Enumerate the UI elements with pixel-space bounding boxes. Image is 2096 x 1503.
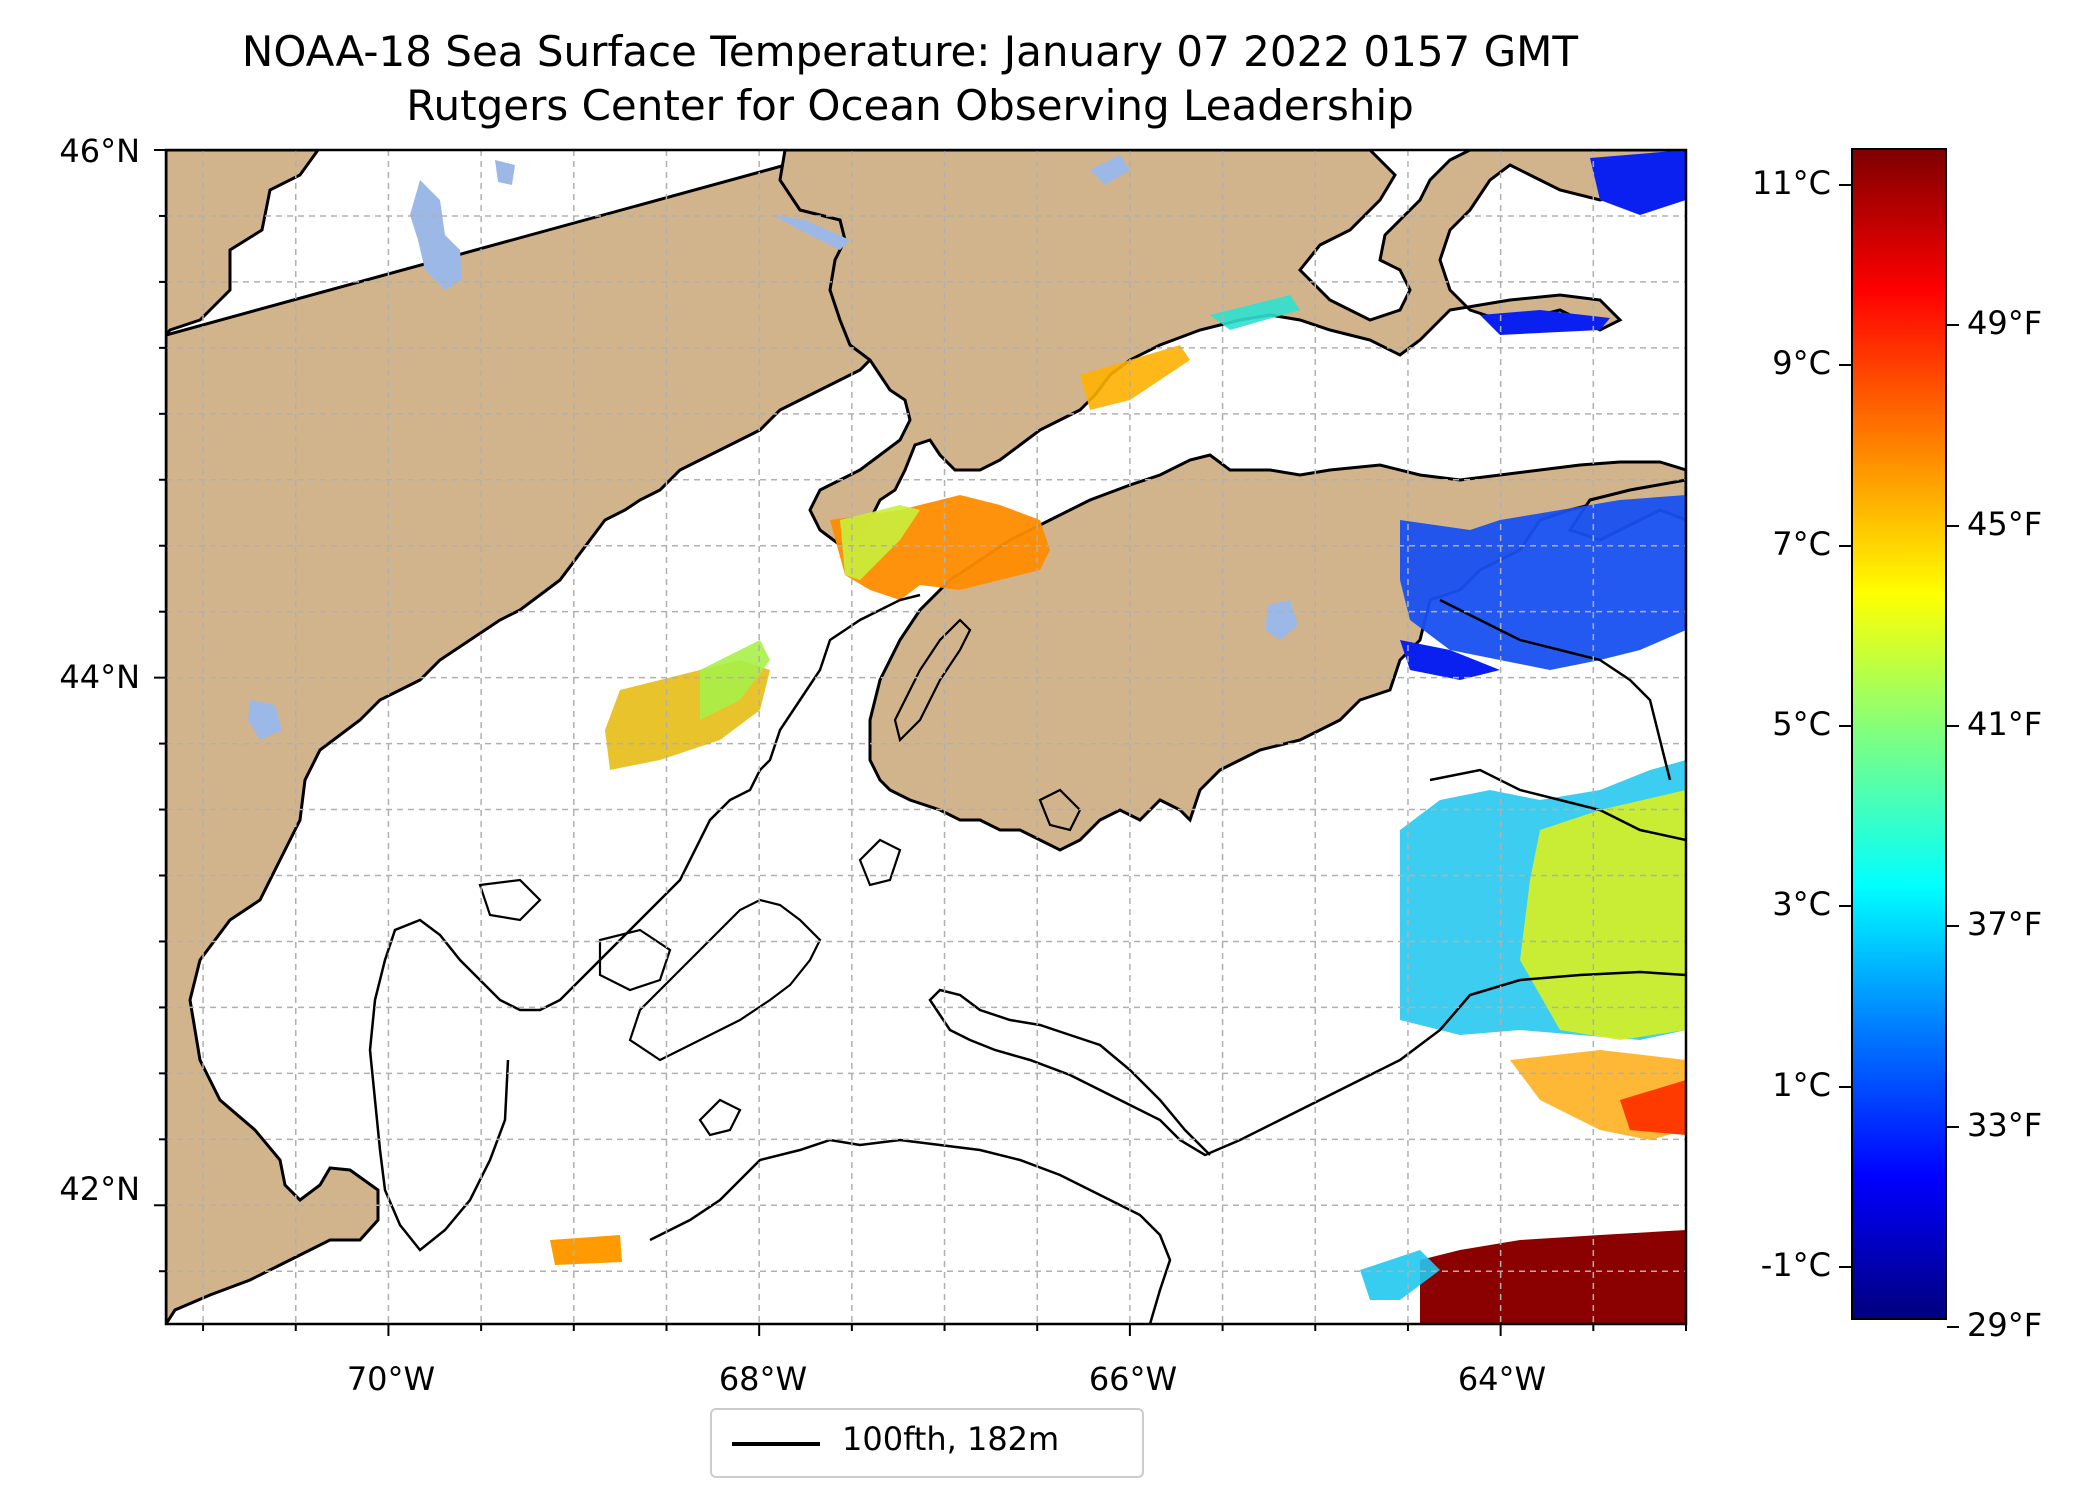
colorbar-tick-celsius xyxy=(1839,905,1851,908)
colorbar-label-fahrenheit: 37°F xyxy=(1967,905,2043,944)
sst-patch-gulf-maine-green xyxy=(700,640,770,720)
isobath-100fth-main xyxy=(649,1138,1172,1324)
isobath-100fth xyxy=(368,593,921,1252)
colorbar-label-fahrenheit: 41°F xyxy=(1967,704,2043,743)
legend-label: 100fth, 182m xyxy=(842,1420,1060,1458)
lake xyxy=(772,215,850,250)
sst-patch-shelf-red xyxy=(1620,1080,1686,1135)
sst-patch-pei xyxy=(1480,310,1610,335)
colorbar-label-fahrenheit: 49°F xyxy=(1967,304,2043,343)
lake xyxy=(1265,600,1298,640)
legend-line-swatch xyxy=(732,1442,820,1446)
colorbar-tick-celsius xyxy=(1839,184,1851,187)
sst-patch-minas xyxy=(1210,295,1300,330)
land-new-brunswick xyxy=(778,150,1686,547)
sst-patch-small xyxy=(550,1235,622,1265)
colorbar xyxy=(1851,148,1947,1320)
isobath-100fth-north xyxy=(1439,598,1672,781)
lake xyxy=(1090,155,1130,185)
lake xyxy=(248,700,282,740)
colorbar-tick-celsius xyxy=(1839,1085,1851,1088)
isobath-100fth-shelf xyxy=(928,970,1686,1157)
lon-label-68: 68°W xyxy=(718,1360,808,1398)
lat-label-42: 42°N xyxy=(59,1170,140,1208)
colorbar-tick-fahrenheit xyxy=(1947,925,1959,928)
map-title: NOAA-18 Sea Surface Temperature: January… xyxy=(241,27,1579,76)
colorbar-tick-celsius xyxy=(1839,724,1851,727)
colorbar-label-fahrenheit: 33°F xyxy=(1967,1105,2043,1144)
colorbar-tick-fahrenheit xyxy=(1947,1326,1959,1328)
map-subtitle: Rutgers Center for Ocean Observing Leade… xyxy=(406,81,1414,130)
sst-patch-upper-fundy xyxy=(1080,345,1190,410)
colorbar-label-celsius: -1°C xyxy=(1760,1245,1831,1284)
colorbar-label-celsius: 9°C xyxy=(1772,344,1831,383)
sst-patch-ns-north xyxy=(1590,150,1686,215)
lat-label-44: 44°N xyxy=(59,658,140,696)
gridlines xyxy=(166,150,1686,1324)
colorbar-tick-fahrenheit xyxy=(1947,524,1959,527)
colorbar-label-celsius: 11°C xyxy=(1751,164,1831,203)
colorbar-label-fahrenheit: 29°F xyxy=(1967,1306,2043,1344)
colorbar-label-celsius: 1°C xyxy=(1772,1065,1831,1104)
colorbar-tick-fahrenheit xyxy=(1947,724,1959,727)
sst-patch-nova-blue-2 xyxy=(1400,640,1500,680)
colorbar-label-celsius: 7°C xyxy=(1772,524,1831,563)
colorbar-tick-fahrenheit xyxy=(1947,1125,1959,1128)
lat-label-46: 46°N xyxy=(59,132,140,170)
legend: 100fth, 182m xyxy=(710,1408,1144,1478)
colorbar-label-celsius: 5°C xyxy=(1772,704,1831,743)
lake xyxy=(495,160,515,185)
axis-ticks xyxy=(154,149,1687,1336)
lon-label-70: 70°W xyxy=(346,1360,436,1398)
lon-label-66: 66°W xyxy=(1088,1360,1178,1398)
colorbar-label-fahrenheit: 45°F xyxy=(1967,504,2043,543)
sst-patch-gulf-stream-edge xyxy=(1360,1250,1440,1300)
lake xyxy=(410,180,462,290)
colorbar-tick-celsius xyxy=(1839,364,1851,367)
isobath-100fth-ns xyxy=(1429,768,1686,842)
colorbar-tick-celsius xyxy=(1839,544,1851,547)
map-frame xyxy=(164,148,1688,1326)
colorbar-tick-celsius xyxy=(1839,1265,1851,1268)
sst-patch-nova-blue xyxy=(1400,495,1686,670)
isobath-100fth-basins xyxy=(478,618,1082,1137)
colorbar-tick-fahrenheit xyxy=(1947,324,1959,327)
land-new-england xyxy=(166,150,927,1324)
sst-patch-fundy-yellow xyxy=(840,505,920,580)
lon-label-64: 64°W xyxy=(1457,1360,1547,1398)
sst-patch-gulf-stream xyxy=(1420,1230,1686,1324)
colorbar-label-celsius: 3°C xyxy=(1772,885,1831,924)
